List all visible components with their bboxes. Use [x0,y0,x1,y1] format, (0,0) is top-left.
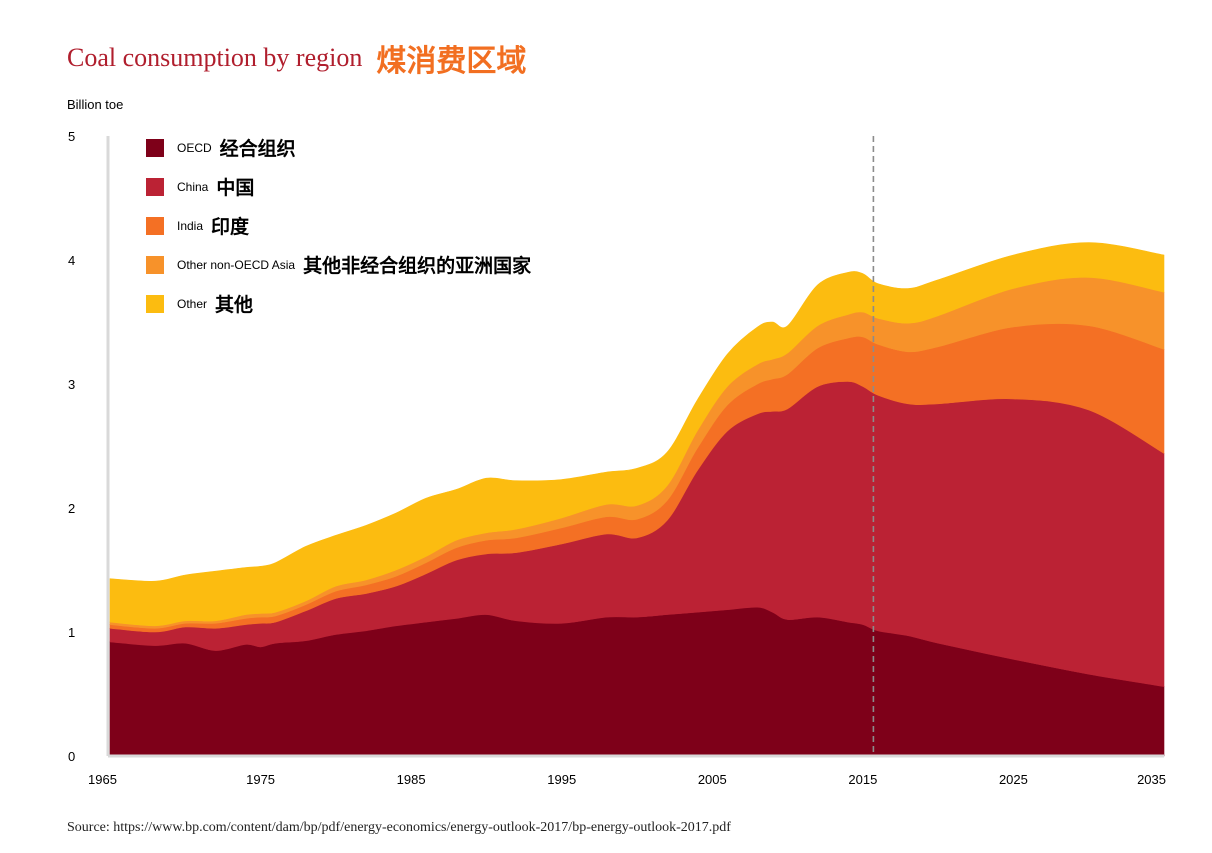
x-tick-label: 1975 [246,772,275,787]
legend-item-other-non-oecd-asia: Other non-OECD Asia 其他非经合组织的亚洲国家 [146,254,532,277]
legend-label: India [177,219,203,233]
source-note: Source: https://www.bp.com/content/dam/b… [67,820,731,835]
legend-item-oecd: OECD 经合组织 [146,137,296,160]
y-tick-label: 0 [68,749,75,764]
legend-label-chinese: 其他非经合组织的亚洲国家 [303,254,532,277]
legend-item-other: Other 其他 [146,293,253,316]
y-tick-label: 2 [68,501,75,516]
legend-swatch [146,178,164,196]
legend-label: Other [177,297,207,311]
legend-item-india: India 印度 [146,215,250,238]
x-tick-label: 2035 [1137,772,1166,787]
legend-label-chinese: 中国 [216,176,254,199]
x-tick-label: 2005 [698,772,727,787]
legend-label-chinese: 其他 [215,293,253,316]
area-other [109,242,1165,627]
title-english: Coal consumption by region [67,43,363,72]
legend-label: Other non-OECD Asia [177,258,295,272]
x-tick-label: 1985 [397,772,426,787]
legend-item-china: China 中国 [146,176,254,199]
legend-label: China [177,180,209,194]
x-tick-label: 2025 [999,772,1028,787]
legend-label-chinese: 经合组织 [220,137,296,160]
y-tick-label: 4 [68,253,75,268]
y-tick-label: 1 [68,625,75,640]
legend-swatch [146,139,164,157]
legend-swatch [146,256,164,274]
legend-swatch [146,217,164,235]
x-tick-label: 2015 [848,772,877,787]
x-tick-label: 1965 [88,772,117,787]
legend-swatch [146,295,164,313]
stacked-areas [109,242,1165,757]
chart-title: Coal consumption by region 煤消费区域 [67,38,527,79]
y-axis-label: Billion toe [67,97,124,112]
y-tick-label: 3 [68,377,75,392]
legend-label-chinese: 印度 [211,215,250,238]
legend-label: OECD [177,141,212,155]
x-tick-label: 1995 [547,772,576,787]
title-chinese: 煤消费区域 [376,44,527,79]
y-tick-label: 5 [68,129,75,144]
